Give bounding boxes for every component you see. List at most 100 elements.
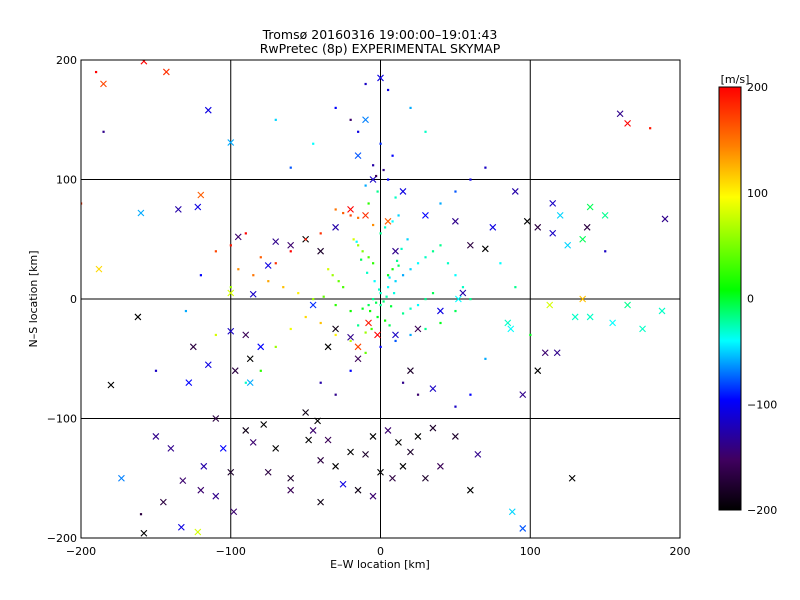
data-point-dot — [375, 301, 378, 304]
data-point-dot — [431, 292, 435, 295]
data-point-dot — [469, 393, 472, 396]
data-point-x-marker — [511, 188, 519, 195]
data-point-dot — [389, 305, 393, 308]
data-point-x-marker — [339, 480, 347, 488]
data-point-x-marker — [194, 528, 202, 536]
data-point-dot — [400, 247, 403, 251]
x-tick-label: −200 — [66, 545, 96, 558]
data-point-x-marker — [234, 233, 242, 241]
data-point-dot — [454, 405, 457, 408]
x-tick-label: 100 — [520, 545, 541, 558]
colorbar-tick-label: 0 — [747, 293, 754, 306]
data-point-x-marker — [162, 68, 170, 76]
colorbar-scale — [718, 86, 742, 511]
data-point-x-marker — [227, 289, 235, 297]
data-point-x-marker — [384, 217, 392, 225]
x-tick-label: −100 — [216, 545, 246, 558]
data-point-x-marker — [107, 381, 115, 389]
data-point-x-marker — [534, 367, 542, 375]
colorbar-tick-label: −200 — [747, 504, 777, 517]
data-point-dot — [484, 166, 487, 169]
data-point-x-marker — [389, 474, 396, 482]
data-point-x-marker — [534, 223, 542, 231]
data-point-x-marker — [451, 217, 459, 225]
data-point-dot — [394, 339, 397, 343]
y-tick-label: −100 — [47, 413, 77, 426]
data-point-dot — [331, 274, 334, 277]
data-point-x-marker — [377, 468, 384, 476]
data-point-x-marker — [347, 205, 354, 213]
data-point-x-marker — [586, 313, 594, 321]
data-point-x-marker — [661, 215, 669, 223]
data-point-dot — [391, 268, 394, 271]
data-point-x-marker — [392, 331, 399, 339]
data-point-dot — [334, 333, 337, 337]
data-point-dot — [319, 321, 322, 325]
data-point-dot — [259, 369, 262, 372]
x-tick-label: 0 — [377, 545, 384, 558]
data-point-dot — [446, 262, 450, 265]
data-point-x-marker — [407, 367, 414, 375]
data-point-dot — [322, 295, 325, 298]
data-point-dot — [529, 333, 532, 337]
data-point-dot — [372, 298, 375, 301]
data-point-x-marker — [197, 486, 205, 494]
data-point-dot — [382, 168, 385, 172]
data-point-dot — [406, 238, 409, 241]
data-point-x-marker — [179, 477, 187, 485]
data-point-dot — [484, 357, 487, 360]
data-point-x-marker — [194, 203, 202, 211]
data-point-dot — [431, 250, 435, 253]
data-point-dot — [401, 274, 405, 277]
data-point-x-marker — [362, 211, 369, 219]
data-point-x-marker — [324, 343, 332, 351]
data-point-x-marker — [451, 433, 459, 440]
data-point-dot — [154, 369, 158, 372]
data-point-dot — [373, 280, 376, 283]
data-point-x-marker — [556, 211, 564, 219]
data-point-x-marker — [264, 468, 272, 476]
data-point-dot — [382, 300, 385, 303]
data-point-dot — [424, 256, 427, 259]
data-point-dot — [274, 262, 277, 265]
data-point-dot — [401, 381, 405, 384]
data-point-x-marker — [227, 468, 235, 476]
data-point-x-marker — [365, 319, 372, 327]
data-point-x-marker — [332, 325, 339, 333]
data-point-dot — [469, 298, 472, 301]
data-point-dot — [297, 292, 300, 295]
data-point-x-marker — [272, 238, 280, 246]
data-point-dot — [334, 208, 337, 211]
data-point-dot — [379, 142, 382, 145]
data-point-x-marker — [242, 331, 250, 339]
data-point-x-marker — [369, 176, 377, 183]
data-point-x-marker — [249, 439, 257, 446]
data-point-dot — [386, 274, 390, 277]
data-point-x-marker — [586, 203, 594, 211]
data-point-dot — [439, 202, 442, 205]
data-point-dot — [259, 256, 262, 259]
data-point-x-marker — [601, 211, 609, 219]
data-point-dot — [364, 331, 367, 334]
data-point-x-marker — [422, 474, 429, 482]
data-point-x-marker — [230, 508, 238, 516]
data-point-dot — [352, 238, 355, 241]
data-point-dot — [94, 70, 98, 74]
data-point-dot — [312, 298, 315, 301]
data-point-x-marker — [354, 355, 362, 363]
data-point-dot — [394, 280, 397, 283]
data-point-x-marker — [332, 462, 339, 470]
data-point-dot — [349, 118, 352, 121]
data-point-dot — [378, 288, 381, 291]
data-point-dot — [454, 274, 457, 277]
data-point-dot — [361, 307, 364, 310]
data-point-x-marker — [317, 498, 324, 506]
data-point-dot — [604, 250, 607, 253]
data-point-dot — [304, 238, 307, 241]
data-point-x-marker — [177, 523, 185, 531]
data-point-dot — [454, 190, 457, 193]
data-point-x-marker — [309, 301, 317, 309]
data-point-x-marker — [429, 424, 437, 432]
data-point-x-marker — [639, 325, 646, 333]
data-point-x-marker — [227, 139, 235, 146]
